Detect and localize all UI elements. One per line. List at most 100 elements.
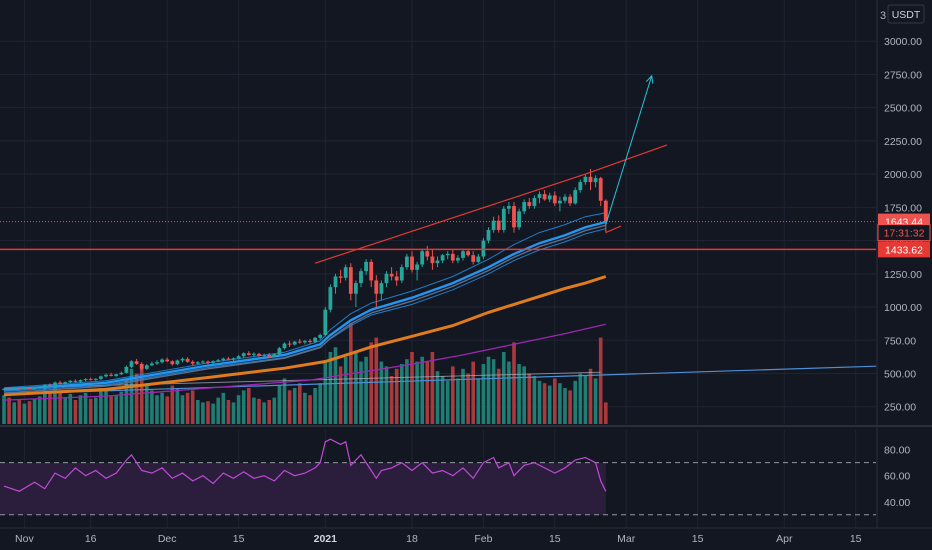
volume-bar [496,368,501,424]
volume-bar [180,395,185,424]
candle-down [139,363,144,369]
candle-up [318,334,323,338]
candle-down [471,255,476,262]
price-tick-label: 2000.00 [884,169,922,181]
volume-bar [22,403,27,424]
price-tick-label: 1250.00 [884,269,922,281]
volume-bar [461,368,465,424]
candle-up [435,260,440,264]
candle-up [119,372,124,375]
ema-fast-line [3,220,607,391]
volume-bar [384,366,389,424]
price-tag-countdown: 17:31:32 [877,224,931,242]
candle-up [583,176,588,183]
volume-bar [231,402,236,424]
currency-badge[interactable] [887,4,925,24]
candle-up [114,374,119,376]
volume-bar [17,400,22,424]
volume-bar [277,385,282,424]
volume-bar [527,373,532,424]
candle-down [542,194,547,200]
volume-bar [588,368,593,424]
volume-bar [27,401,32,424]
price-tag-text: 1433.62 [885,244,923,256]
time-tick-label: Dec [158,533,177,545]
candle-down [338,276,343,278]
candle-down [287,343,292,345]
volume-bar [374,337,379,424]
volume-bar [604,402,608,424]
candle-down [206,361,210,363]
candle-up [180,358,185,361]
price-tick-label: 500.00 [884,368,916,380]
candle-down [88,379,93,381]
candle-up [558,200,562,204]
candle-up [486,229,491,241]
candle-down [425,251,430,257]
volume-bar [78,395,83,424]
candle-down [7,388,11,390]
volume-bar [32,398,37,424]
volume-bar [573,380,577,424]
volume-bar [216,397,220,424]
candle-up [201,361,205,363]
candle-up [313,337,317,342]
candle-up [532,198,537,207]
candle-down [297,341,302,343]
candle-down [588,176,593,183]
candle-down [17,388,22,390]
volume-bar [318,383,322,424]
candle-up [399,267,404,281]
trend-channel-upper [314,144,668,264]
volume-bar [68,394,73,424]
candle-up [563,196,567,201]
volume-bar [440,376,445,424]
candle-up [517,211,521,228]
volume-bar [491,359,496,424]
time-tick-label: 15 [549,533,561,545]
candle-up [53,382,57,387]
candle-up [537,194,542,199]
candle-down [430,256,435,264]
candle-up [328,287,333,310]
candle-up [32,387,37,389]
candle-up [456,257,460,261]
volume-bar [343,356,348,424]
volume-bar [53,385,57,424]
volume-bar [578,373,583,424]
candle-up [175,360,180,365]
volume-bar [201,402,205,424]
candle-up [22,388,27,390]
volume-bar [502,352,506,424]
candle-up [252,353,256,355]
candle-up [292,341,297,345]
volume-bar [542,383,547,424]
volume-bar [257,398,261,424]
volume-bar [58,390,62,424]
candle-up [211,361,215,363]
candle-up [195,362,200,364]
candle-up [282,343,287,349]
candle-up [63,382,68,384]
price-scale-cutoff-label: 3 [880,10,886,22]
volume-bar [134,373,139,424]
volume-bar [252,397,256,424]
trend-channel-lower [605,225,622,234]
ema-band-upper [3,212,606,389]
volume-bar [119,391,124,424]
volume-bar [507,361,511,424]
price-tick-label: 1000.00 [884,302,922,314]
volume-bar [155,395,159,424]
price-tick-label: 750.00 [884,335,916,347]
candle-up [124,366,129,373]
candle-up [501,208,506,230]
currency-label: USDT [892,9,921,21]
candle-down [496,220,501,230]
volume-bar [400,364,404,424]
volume-bar [83,392,88,424]
volume-bar [170,385,175,424]
candle-up [104,374,108,377]
drawings[interactable] [0,74,876,264]
